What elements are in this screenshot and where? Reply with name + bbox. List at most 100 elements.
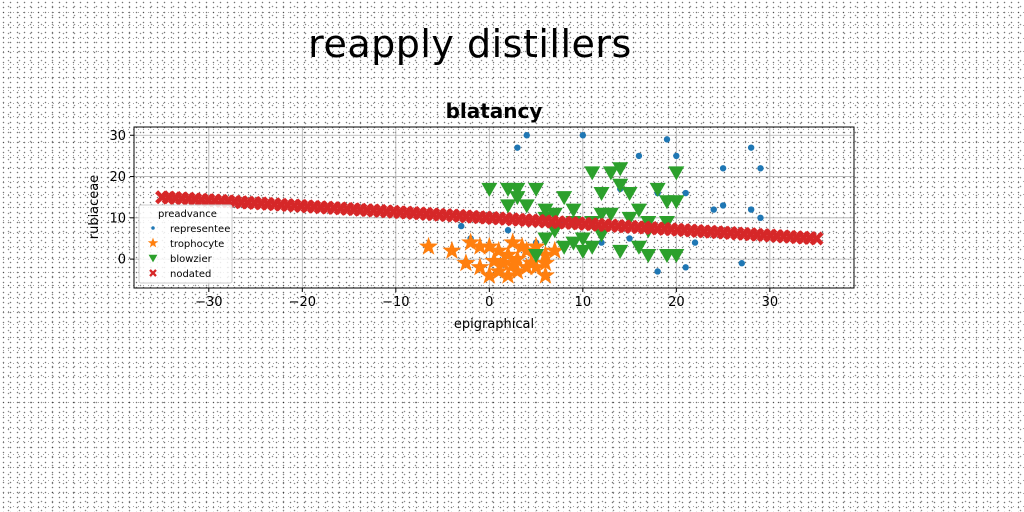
data-point — [719, 165, 727, 172]
data-point — [574, 244, 591, 259]
data-point — [630, 203, 647, 218]
x-tick-label: 30 — [762, 295, 779, 310]
y-axis-label: rubiaceae — [87, 175, 102, 240]
data-point — [498, 245, 518, 264]
data-point — [503, 232, 523, 251]
data-point — [668, 248, 685, 263]
x-tick-label: −10 — [382, 295, 409, 310]
data-point — [612, 178, 629, 193]
data-point — [747, 144, 755, 151]
data-point — [470, 236, 490, 255]
data-point — [523, 132, 530, 139]
data-point — [535, 265, 555, 284]
data-point — [565, 236, 582, 251]
data-point — [682, 264, 689, 271]
legend-marker — [151, 226, 155, 230]
data-point — [514, 144, 521, 151]
data-point — [640, 248, 657, 263]
data-point — [517, 240, 537, 259]
data-point — [579, 132, 587, 139]
data-point — [484, 251, 504, 270]
data-point — [517, 257, 537, 276]
y-tick-label: 20 — [109, 170, 126, 185]
y-tick-label: 10 — [109, 211, 126, 226]
legend-label: trophocyte — [170, 239, 224, 250]
data-point — [546, 224, 563, 239]
chart-title: blatancy — [446, 99, 543, 123]
data-point — [461, 232, 481, 251]
x-axis-label: epigraphical — [454, 317, 534, 332]
data-point — [630, 240, 647, 255]
data-point — [509, 182, 526, 197]
data-point — [507, 249, 527, 268]
data-point — [556, 191, 573, 206]
data-point — [710, 206, 717, 213]
data-point — [738, 260, 745, 267]
data-point — [663, 136, 671, 143]
data-point — [593, 228, 610, 243]
legend-label: nodated — [170, 269, 211, 280]
data-point — [456, 253, 476, 272]
x-tick-label: 10 — [575, 295, 592, 310]
data-point — [528, 182, 545, 197]
data-point — [512, 236, 532, 255]
data-point — [682, 189, 689, 197]
data-point — [757, 214, 764, 222]
data-point — [528, 248, 545, 263]
legend-label: representee — [170, 224, 230, 235]
data-point — [535, 245, 555, 264]
data-point — [593, 187, 610, 202]
data-point — [470, 257, 490, 276]
data-point — [419, 236, 439, 255]
axes-layer: −30 −20 −10 0 10 20 30 0 10 20 30 — [109, 129, 778, 310]
data-point — [668, 166, 685, 181]
legend-label: blowzier — [170, 254, 213, 265]
data-point — [521, 253, 541, 272]
data-point — [654, 268, 661, 275]
data-point — [526, 236, 546, 255]
y-tick-label: 30 — [109, 129, 126, 144]
data-point — [500, 199, 517, 214]
data-point — [635, 152, 643, 160]
data-point — [649, 182, 666, 197]
data-point — [504, 227, 512, 234]
data-point — [574, 232, 591, 247]
data-point — [668, 195, 685, 210]
figure-title: reapply distillers — [308, 22, 632, 66]
grid-layer — [134, 127, 854, 288]
legend-marker — [148, 254, 158, 263]
legend-marker — [147, 237, 159, 248]
data-point — [757, 165, 764, 172]
data-point — [498, 265, 518, 284]
data-point — [442, 240, 462, 259]
data-point — [602, 166, 619, 181]
data-point — [479, 265, 499, 284]
x-tick-label: 20 — [668, 295, 685, 310]
series-nodated — [155, 190, 824, 246]
data-point — [489, 240, 509, 259]
data-point — [747, 206, 755, 213]
data-point — [509, 191, 526, 206]
data-point — [626, 235, 633, 242]
data-point — [537, 232, 554, 247]
plot-frame — [133, 126, 855, 289]
data-point — [458, 222, 465, 230]
data-point — [535, 253, 555, 272]
data-point — [719, 202, 727, 209]
legend-item: nodated — [149, 269, 211, 280]
data-point — [479, 236, 499, 255]
legend-marker — [149, 269, 157, 277]
data-point — [612, 244, 629, 259]
data-point — [537, 203, 554, 218]
legend-frame — [138, 204, 233, 284]
data-point — [584, 240, 601, 255]
data-point — [503, 255, 523, 274]
legend-title: preadvance — [158, 209, 217, 220]
data-point — [565, 203, 582, 218]
x-tick-label: −20 — [289, 295, 316, 310]
data-point — [621, 211, 638, 226]
data-point — [556, 240, 573, 255]
data-point — [545, 240, 565, 259]
series-trophocyte — [419, 232, 565, 284]
